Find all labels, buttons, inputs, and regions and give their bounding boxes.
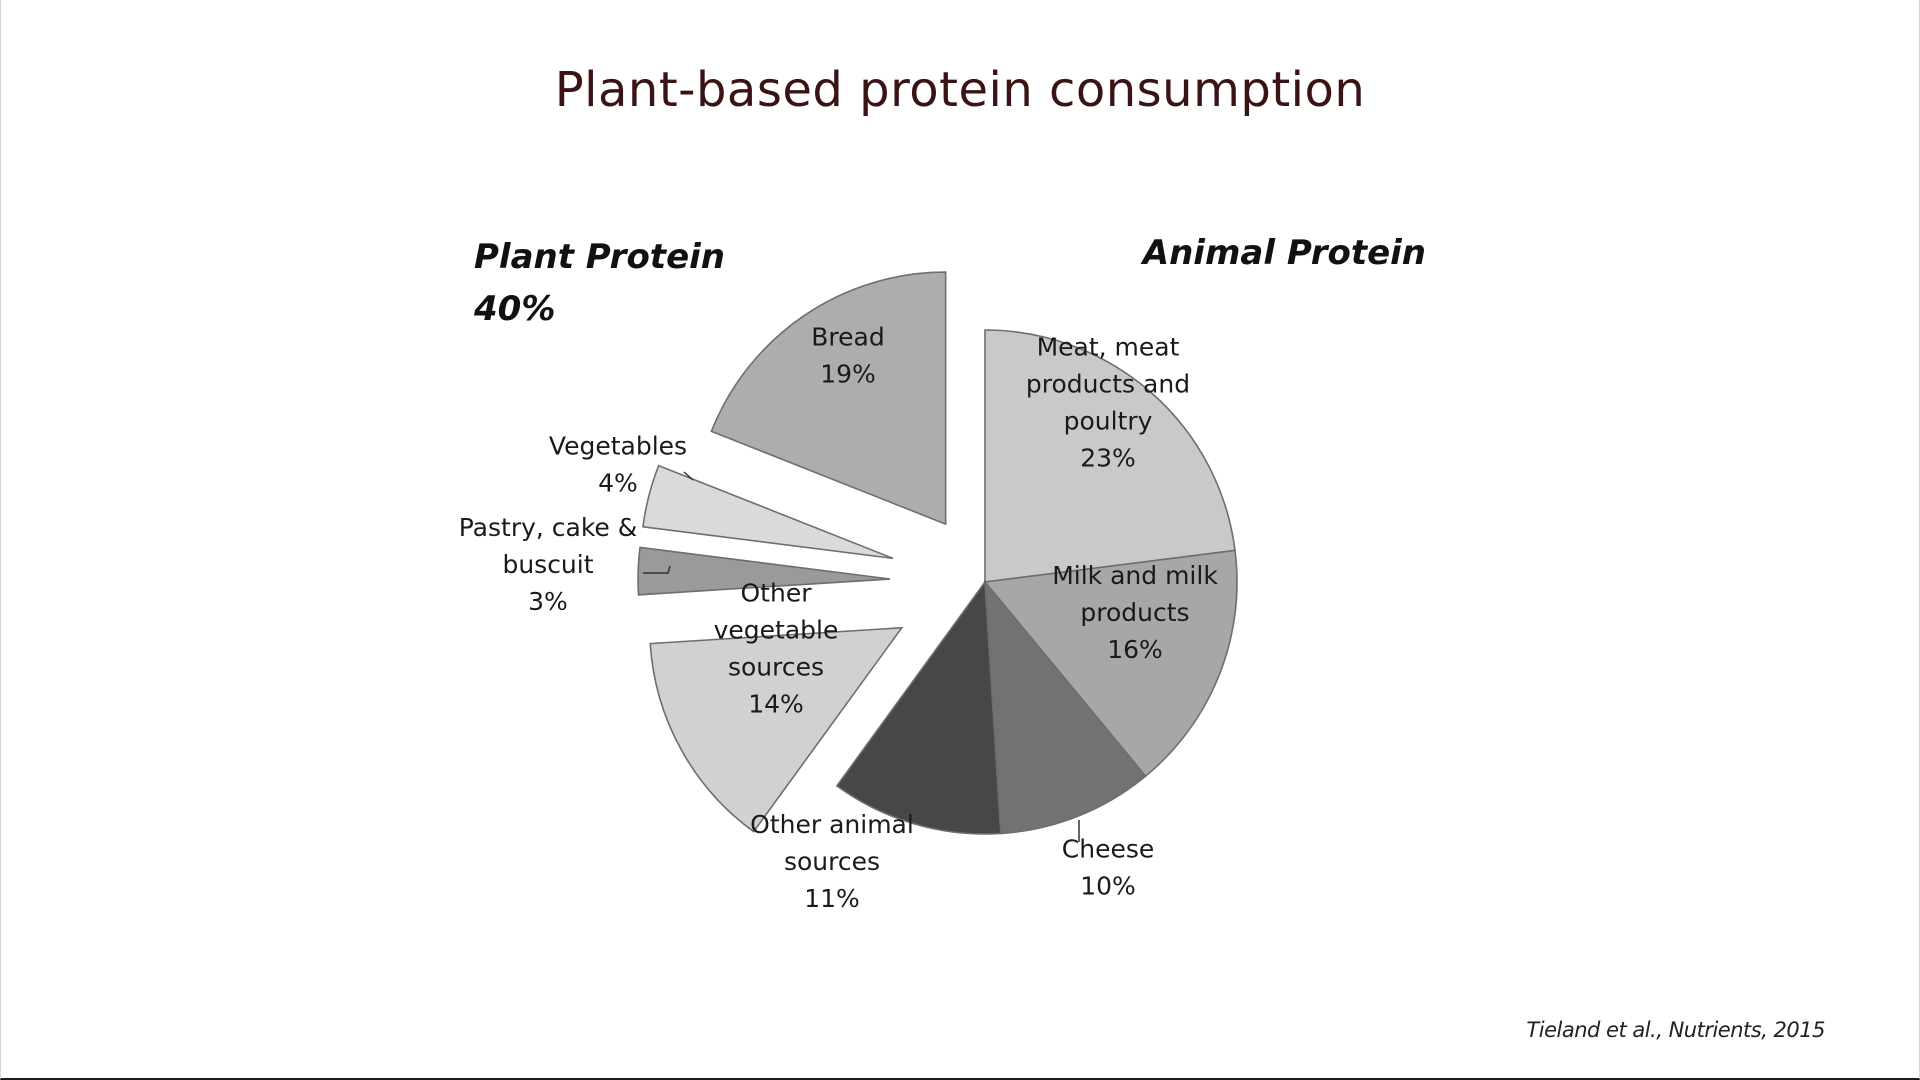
- group-label-line: Plant Protein: [474, 237, 725, 277]
- slice-labels: Meat, meat products and poultry 23% Milk and…: [459, 323, 1219, 914]
- slice-label-line: Meat, meat: [1037, 333, 1180, 362]
- slice-label-line: Other: [741, 579, 813, 608]
- slice-label-line: Other animal: [750, 810, 914, 839]
- group-labels: Plant Protein 40% Animal Protein: [473, 233, 1426, 329]
- pie-slice-bread: [710, 271, 947, 526]
- slice-label-line: 14%: [748, 690, 804, 719]
- slice-label-other-animal-sources: Other animal sources 11%: [750, 810, 914, 913]
- slice-label-line: sources: [728, 653, 824, 682]
- slice-label-line: sources: [784, 847, 880, 876]
- slice-label-line: products: [1080, 598, 1189, 627]
- leader-lines: [643, 471, 1080, 842]
- slice-label-pastry-cake-buscuit: Pastry, cake & buscuit 3%: [459, 513, 638, 616]
- pie-slices: [637, 271, 1238, 835]
- slice-label-other-vegetable-sources: Other vegetable sources 14%: [714, 579, 839, 719]
- slice-label-cheese: Cheese 10%: [1062, 835, 1154, 901]
- slice-label-vegetables: Vegetables 4%: [549, 432, 687, 498]
- slice-label-line: Bread: [811, 323, 884, 352]
- slice-label-line: 19%: [820, 360, 876, 389]
- slice-label-line: products and: [1026, 370, 1190, 399]
- leader-line-vegetables: [683, 471, 694, 481]
- slice-label-line: Cheese: [1062, 835, 1154, 864]
- slice-label-milk-and-milk-products: Milk and milk products 16%: [1052, 561, 1218, 664]
- source-citation: Tieland et al., Nutrients, 2015: [1526, 1018, 1825, 1042]
- slice-label-meat-meat-products-and-poultry: Meat, meat products and poultry 23%: [1026, 333, 1190, 473]
- pie-slice-milk-and-milk-products: [983, 549, 1238, 778]
- slice-label-line: 23%: [1080, 444, 1136, 473]
- slice-label-line: 3%: [528, 587, 568, 616]
- slice-label-line: poultry: [1064, 407, 1153, 436]
- slice-label-line: 16%: [1107, 635, 1163, 664]
- slide-title: Plant-based protein consumption: [554, 62, 1366, 118]
- group-label-animal-protein: Animal Protein: [1140, 233, 1426, 273]
- group-label-line: 40%: [473, 289, 555, 329]
- slice-label-line: buscuit: [502, 550, 593, 579]
- pie-slice-vegetables: [642, 464, 894, 560]
- slice-label-line: 10%: [1080, 872, 1136, 901]
- pie-slice-pastry-cake-buscuit: [637, 546, 891, 596]
- slice-label-bread: Bread 19%: [811, 323, 884, 389]
- slice-label-line: Pastry, cake &: [459, 513, 638, 542]
- pie-slice-meat-meat-products-and-poultry: [984, 329, 1236, 583]
- slice-label-line: 4%: [598, 469, 638, 498]
- slice-label-line: Vegetables: [549, 432, 687, 461]
- group-label-line: Animal Protein: [1140, 233, 1426, 273]
- pie-slice-other-vegetable-sources: [649, 626, 904, 833]
- slice-label-line: Milk and milk: [1052, 561, 1218, 590]
- leader-line-pastry: [643, 565, 671, 574]
- group-label-plant-protein: Plant Protein 40%: [473, 237, 725, 329]
- pie-slice-cheese: [984, 579, 1147, 835]
- pie-slice-other-animal-sources: [835, 579, 1002, 835]
- slice-label-line: 11%: [804, 884, 860, 913]
- slice-label-line: vegetable: [714, 616, 839, 645]
